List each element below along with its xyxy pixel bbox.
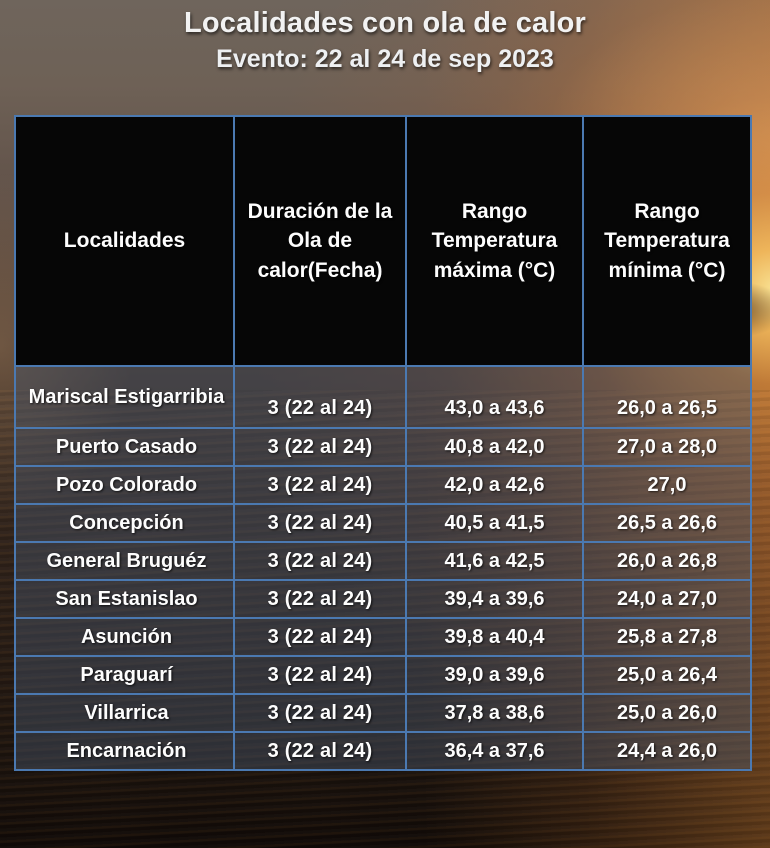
- cell-localidad: San Estanislao: [14, 579, 235, 619]
- cell-temp-min: 26,5 a 26,6: [582, 503, 752, 543]
- cell-localidad: Puerto Casado: [14, 427, 235, 467]
- heat-wave-table: Localidades Duración de la Ola de calor(…: [14, 115, 752, 771]
- cell-temp-min: 27,0 a 28,0: [582, 427, 752, 467]
- cell-temp-min: 25,8 a 27,8: [582, 617, 752, 657]
- cell-temp-min: 26,0 a 26,5: [582, 365, 752, 429]
- cell-duracion: 3 (22 al 24): [233, 617, 407, 657]
- column-header-temp-maxima: Rango Temperatura máxima (°C): [405, 115, 584, 367]
- cell-temp-min: 25,0 a 26,4: [582, 655, 752, 695]
- table-row: San Estanislao 3 (22 al 24) 39,4 a 39,6 …: [14, 579, 752, 619]
- cell-duracion: 3 (22 al 24): [233, 427, 407, 467]
- column-header-localidades: Localidades: [14, 115, 235, 367]
- page-title: Localidades con ola de calor: [183, 7, 587, 39]
- cell-duracion: 3 (22 al 24): [233, 465, 407, 505]
- page-subtitle: Evento: 22 al 24 de sep 2023: [216, 45, 554, 73]
- cell-localidad: Villarrica: [14, 693, 235, 733]
- cell-duracion: 3 (22 al 24): [233, 731, 407, 771]
- cell-duracion: 3 (22 al 24): [233, 693, 407, 733]
- cell-temp-max: 41,6 a 42,5: [405, 541, 584, 581]
- table-row: General Bruguéz 3 (22 al 24) 41,6 a 42,5…: [14, 541, 752, 581]
- cell-temp-max: 37,8 a 38,6: [405, 693, 584, 733]
- cell-temp-min: 25,0 a 26,0: [582, 693, 752, 733]
- cell-temp-max: 40,8 a 42,0: [405, 427, 584, 467]
- cell-duracion: 3 (22 al 24): [233, 365, 407, 429]
- cell-temp-max: 36,4 a 37,6: [405, 731, 584, 771]
- cell-localidad: Pozo Colorado: [14, 465, 235, 505]
- cell-localidad: Encarnación: [14, 731, 235, 771]
- cell-localidad: Mariscal Estigarribia: [14, 365, 235, 429]
- table-row: Asunción 3 (22 al 24) 39,8 a 40,4 25,8 a…: [14, 617, 752, 657]
- cell-localidad: Asunción: [14, 617, 235, 657]
- cell-temp-max: 42,0 a 42,6: [405, 465, 584, 505]
- cell-localidad: Concepción: [14, 503, 235, 543]
- cell-duracion: 3 (22 al 24): [233, 503, 407, 543]
- table-row: Villarrica 3 (22 al 24) 37,8 a 38,6 25,0…: [14, 693, 752, 733]
- title-block: Localidades con ola de calor Evento: 22 …: [0, 7, 770, 74]
- cell-temp-max: 39,8 a 40,4: [405, 617, 584, 657]
- cell-temp-min: 26,0 a 26,8: [582, 541, 752, 581]
- cell-duracion: 3 (22 al 24): [233, 579, 407, 619]
- cell-duracion: 3 (22 al 24): [233, 655, 407, 695]
- cell-temp-max: 40,5 a 41,5: [405, 503, 584, 543]
- cell-temp-max: 43,0 a 43,6: [405, 365, 584, 429]
- table-body: Mariscal Estigarribia 3 (22 al 24) 43,0 …: [14, 365, 752, 771]
- table-row: Pozo Colorado 3 (22 al 24) 42,0 a 42,6 2…: [14, 465, 752, 505]
- header-row: Localidades Duración de la Ola de calor(…: [14, 115, 752, 367]
- table-row: Puerto Casado 3 (22 al 24) 40,8 a 42,0 2…: [14, 427, 752, 467]
- column-header-duracion: Duración de la Ola de calor(Fecha): [233, 115, 407, 367]
- table-header: Localidades Duración de la Ola de calor(…: [14, 115, 752, 367]
- cell-temp-min: 24,4 a 26,0: [582, 731, 752, 771]
- cell-temp-max: 39,4 a 39,6: [405, 579, 584, 619]
- cell-temp-min: 27,0: [582, 465, 752, 505]
- table-row: Paraguarí 3 (22 al 24) 39,0 a 39,6 25,0 …: [14, 655, 752, 695]
- table-row: Mariscal Estigarribia 3 (22 al 24) 43,0 …: [14, 365, 752, 429]
- table-row: Encarnación 3 (22 al 24) 36,4 a 37,6 24,…: [14, 731, 752, 771]
- cell-duracion: 3 (22 al 24): [233, 541, 407, 581]
- cell-localidad: Paraguarí: [14, 655, 235, 695]
- cell-localidad: General Bruguéz: [14, 541, 235, 581]
- column-header-temp-minima: Rango Temperatura mínima (°C): [582, 115, 752, 367]
- cell-temp-max: 39,0 a 39,6: [405, 655, 584, 695]
- table-row: Concepción 3 (22 al 24) 40,5 a 41,5 26,5…: [14, 503, 752, 543]
- cell-temp-min: 24,0 a 27,0: [582, 579, 752, 619]
